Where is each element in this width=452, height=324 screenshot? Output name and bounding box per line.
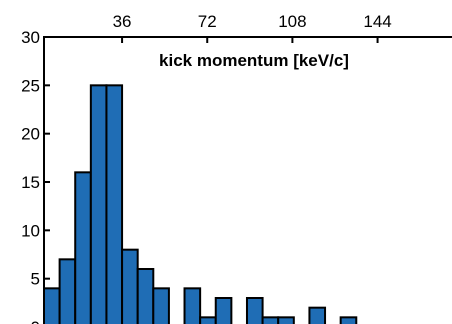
- histogram-bar: [214, 297, 233, 324]
- histogram-bar: [277, 316, 295, 324]
- x-tick-label: 36: [113, 12, 132, 31]
- x-tick-label: 72: [198, 12, 217, 31]
- histogram-bar: [105, 84, 124, 324]
- y-tick-label: 5: [31, 270, 40, 289]
- histogram-bar: [58, 258, 77, 324]
- histogram-bar: [199, 316, 217, 324]
- histogram-bar: [339, 316, 358, 324]
- y-tick-label: 0: [31, 318, 40, 324]
- y-tick-label: 30: [21, 28, 40, 47]
- chart-title: kick momentum [keV/c]: [159, 51, 349, 70]
- histogram-bar: [245, 297, 264, 324]
- bars-group: [43, 84, 358, 324]
- x-tick-label: 144: [363, 12, 391, 31]
- y-tick-label: 15: [21, 173, 40, 192]
- histogram-bar: [152, 287, 170, 324]
- x-axis-top: 36 72 108 144: [113, 12, 392, 43]
- y-axis: 0 5 10 15 20 25 30: [21, 28, 50, 324]
- y-tick-label: 10: [21, 221, 40, 240]
- histogram-bar: [136, 268, 155, 324]
- histogram-bar: [261, 316, 280, 324]
- histogram-bar: [43, 287, 61, 324]
- y-tick-label: 20: [21, 125, 40, 144]
- x-tick-label: 108: [278, 12, 306, 31]
- histogram-bar: [121, 248, 139, 324]
- y-tick-label: 25: [21, 76, 40, 95]
- histogram-bar: [308, 306, 327, 324]
- histogram-bar: [74, 171, 92, 324]
- histogram-bar: [183, 287, 202, 324]
- histogram-bar: [89, 84, 108, 324]
